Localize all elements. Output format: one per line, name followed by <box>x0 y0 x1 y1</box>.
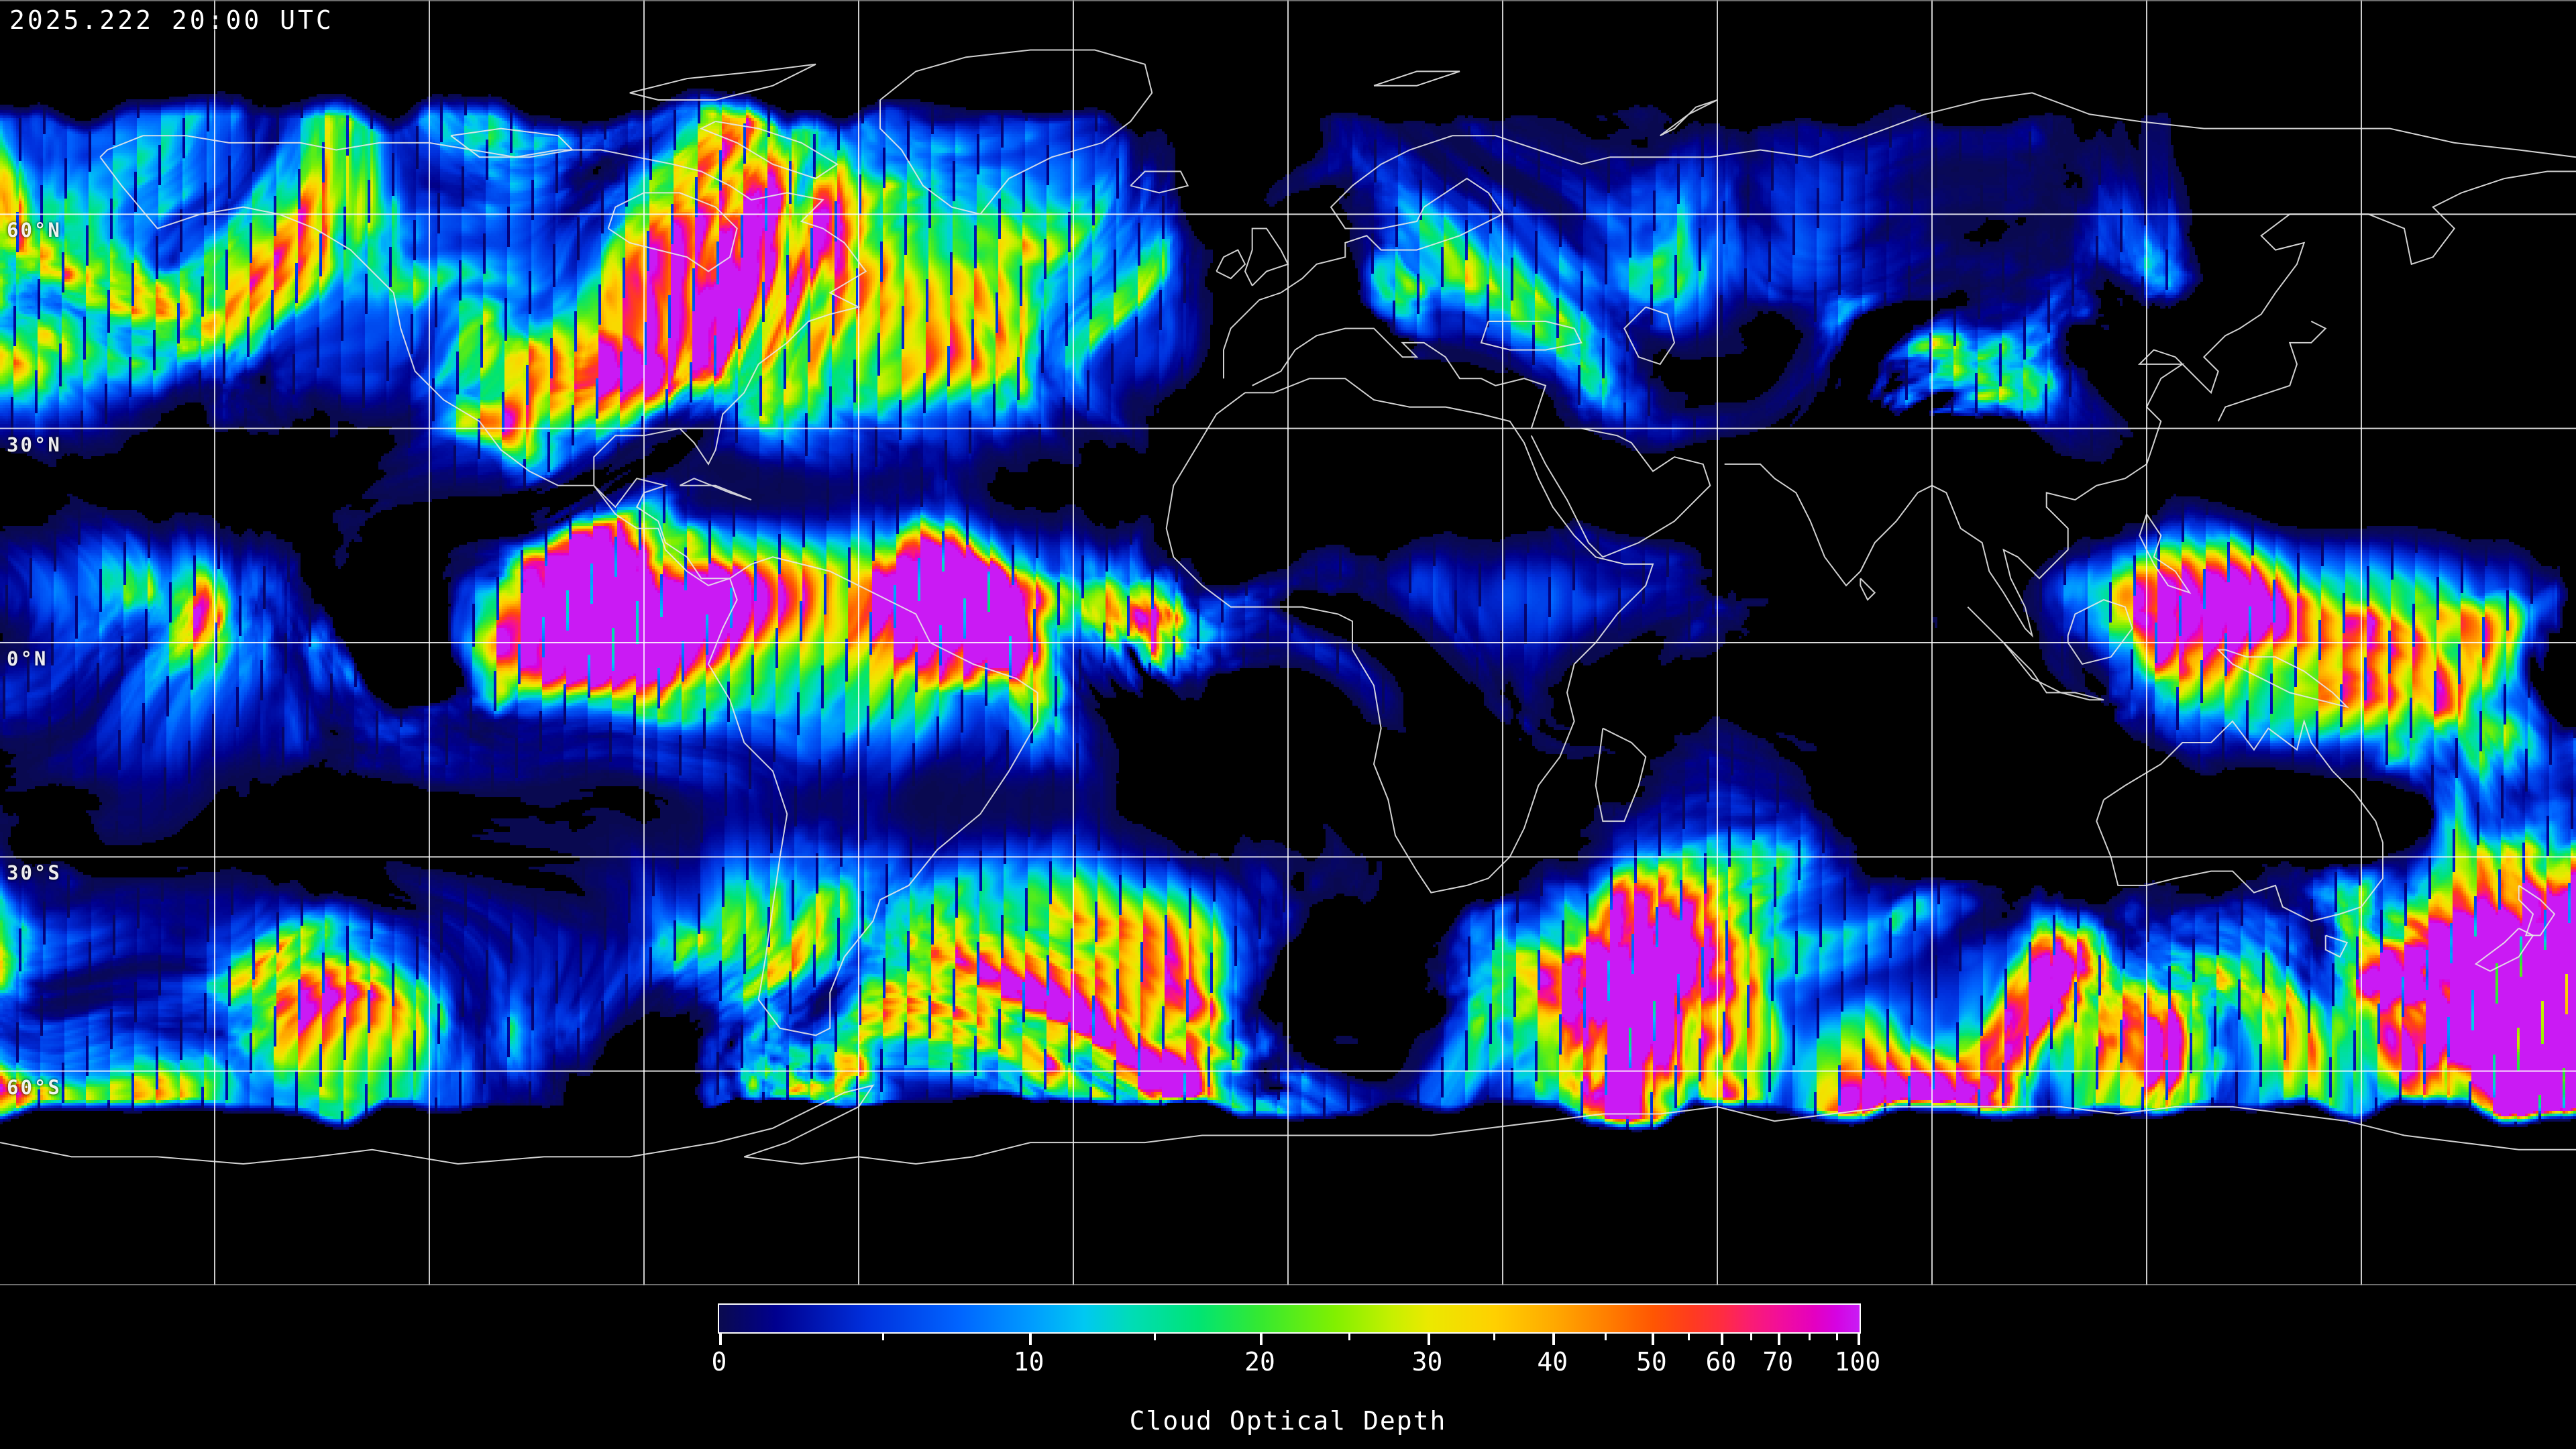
colorbar-tick-label-10: 10 <box>1013 1347 1044 1377</box>
coastline <box>1610 92 2576 158</box>
coastline <box>1530 427 1711 558</box>
coastline <box>699 121 839 180</box>
coastline <box>2474 927 2534 972</box>
latitude-label-60s: 60°S <box>7 1075 62 1099</box>
colorbar-tick <box>1858 1334 1860 1345</box>
coastline <box>2067 599 2133 665</box>
colorbar-tick <box>719 1334 722 1345</box>
colorbar-tick <box>1154 1334 1157 1340</box>
coastline <box>2217 321 2327 422</box>
coastline <box>1967 606 2104 701</box>
coastline <box>1480 321 1582 351</box>
coastline <box>0 1084 2576 1165</box>
coastline <box>679 478 752 501</box>
colorbar-tick-label-20: 20 <box>1244 1347 1275 1377</box>
colorbar-tick <box>1721 1334 1724 1345</box>
coastline <box>1165 378 1654 894</box>
coastline <box>2518 885 2556 936</box>
colorbar-tick <box>1778 1334 1781 1345</box>
coastline <box>879 49 1153 215</box>
coastline <box>450 127 574 158</box>
colorbar-tick <box>1028 1334 1032 1345</box>
colorbar-tick <box>1809 1334 1811 1340</box>
latitude-label-60n: 60°N <box>7 219 62 242</box>
colorbar-tick <box>1427 1334 1430 1345</box>
timestamp-label: 2025.222 20:00 UTC <box>9 5 334 35</box>
coastline <box>629 63 816 101</box>
coastline <box>1724 170 2576 638</box>
colorbar-gradient-bar <box>718 1303 1861 1334</box>
coastline <box>1373 70 1460 87</box>
coastline <box>2324 934 2349 958</box>
latitude-label-30n: 30°N <box>7 433 62 456</box>
colorbar-tick-label-60: 60 <box>1705 1347 1737 1377</box>
colorbar-tick <box>1605 1334 1607 1340</box>
colorbar-tick <box>1260 1334 1263 1345</box>
latitude-label-30s: 30°S <box>7 861 62 885</box>
coastline <box>607 192 738 272</box>
map-overlay-graticule-coastlines <box>0 0 2576 1285</box>
coastline <box>1660 99 1718 137</box>
colorbar-tick <box>1552 1334 1556 1345</box>
colorbar-tick <box>1688 1334 1690 1340</box>
colorbar-tick-label-100: 100 <box>1834 1347 1881 1377</box>
colorbar-tick <box>1835 1334 1838 1340</box>
colorbar-tick-label-40: 40 <box>1537 1347 1568 1377</box>
coastline <box>1860 578 1876 601</box>
coastline <box>1595 727 1647 822</box>
coastline <box>2139 513 2192 594</box>
latitude-label-0n: 0°N <box>7 647 48 670</box>
colorbar-tick <box>1750 1334 1753 1340</box>
colorbar-tick <box>1348 1334 1351 1340</box>
coastline <box>1623 306 1676 366</box>
colorbar-tick <box>1493 1334 1495 1340</box>
coastline <box>1216 249 1246 280</box>
coastline <box>2216 649 2349 708</box>
coastline <box>1252 327 1547 429</box>
coastline <box>707 556 1038 1036</box>
coastline <box>1223 135 1611 379</box>
colorbar-tick-label-70: 70 <box>1762 1347 1794 1377</box>
colorbar-title: Cloud Optical Depth <box>1129 1406 1447 1436</box>
colorbar-tick-label-30: 30 <box>1411 1347 1443 1377</box>
coastline <box>1130 170 1189 194</box>
coastline <box>2096 718 2383 922</box>
coastline <box>1244 227 1289 286</box>
colorbar-tick-label-0: 0 <box>711 1347 727 1377</box>
colorbar-tick <box>1651 1334 1654 1345</box>
colorbar-tick-label-50: 50 <box>1635 1347 1667 1377</box>
colorbar-tick <box>881 1334 884 1340</box>
